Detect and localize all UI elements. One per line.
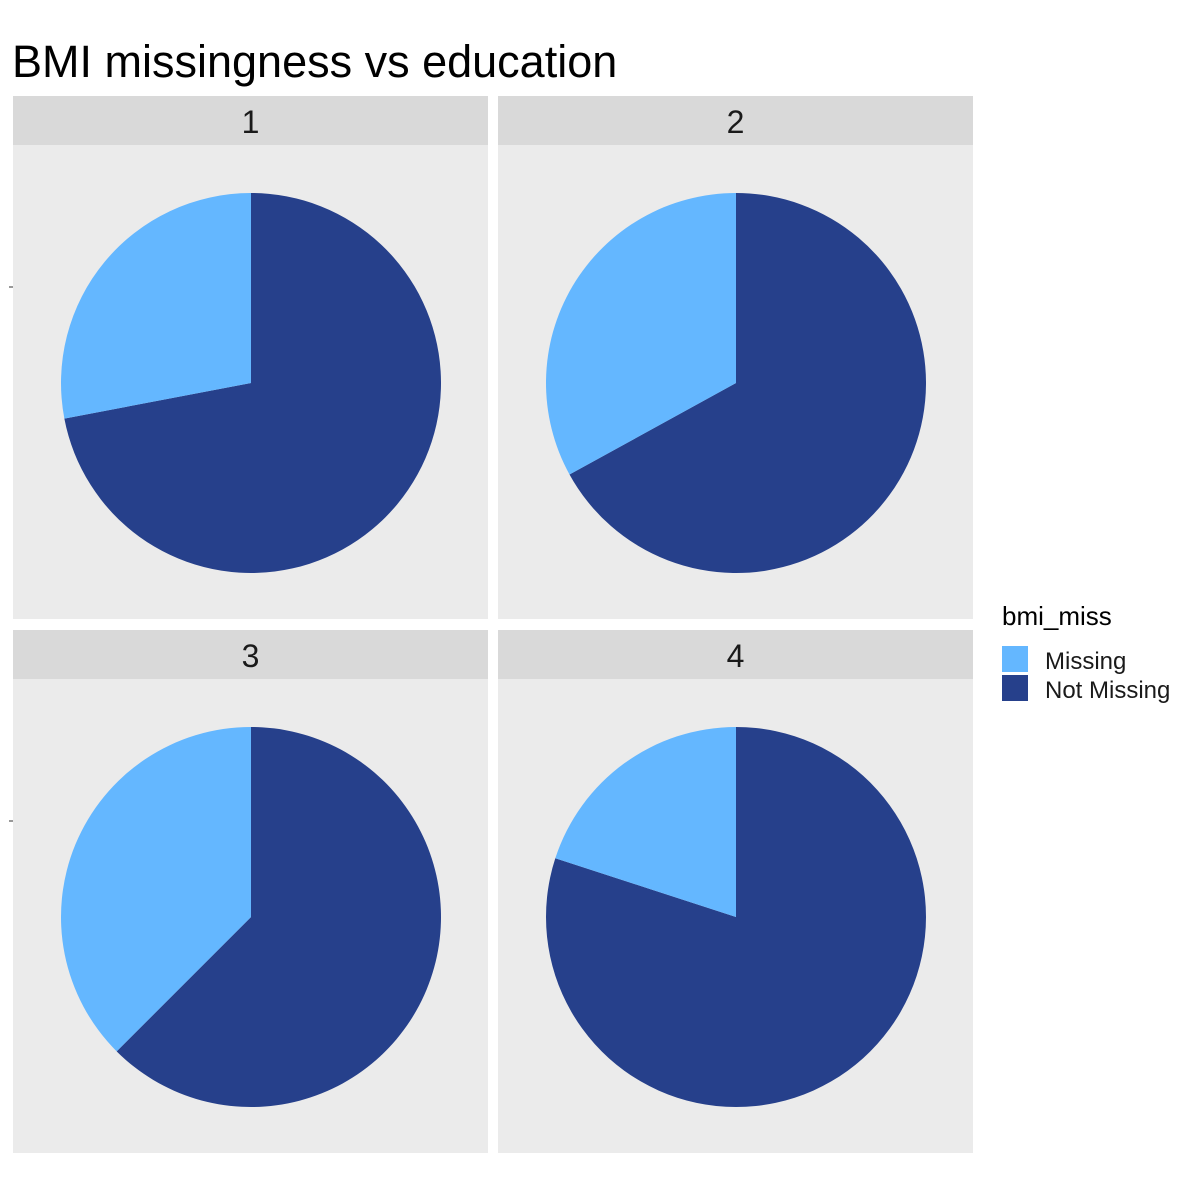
- pie-slice-missing: [555, 727, 736, 917]
- facet-panel-2: 2: [498, 96, 973, 619]
- pie-slice-missing: [60, 193, 251, 419]
- facet-panel-4: 4: [498, 630, 973, 1153]
- facet-strip: [13, 630, 488, 679]
- pie-slice-not-missing: [64, 193, 442, 573]
- legend-label-missing: Missing: [1045, 648, 1126, 675]
- facet-panel-1: 1: [9, 96, 488, 619]
- facet-strip-label: 4: [727, 638, 745, 674]
- pie-slice-missing: [60, 727, 252, 1052]
- facet-strip-label: 1: [242, 104, 260, 140]
- facet-panel-3: 3: [9, 630, 488, 1153]
- facet-strip-label: 3: [242, 638, 260, 674]
- pie-slice-missing: [545, 193, 736, 475]
- pie-slice-not-missing: [546, 727, 927, 1107]
- facet-strip: [498, 630, 973, 679]
- pie-slice-not-missing: [569, 193, 926, 573]
- facet-strip: [13, 96, 488, 145]
- legend-key-missing: [1002, 646, 1028, 672]
- legend-label-not-missing: Not Missing: [1045, 677, 1170, 704]
- facet-strip: [498, 96, 973, 145]
- pie-slice-not-missing: [116, 727, 441, 1107]
- facet-grid: 1 2 3 4: [9, 96, 973, 1153]
- facet-strip-label: 2: [727, 104, 745, 140]
- legend-key-not-missing: [1002, 675, 1028, 701]
- legend: bmi_miss Missing Not Missing: [1002, 601, 1170, 704]
- chart-title: BMI missingness vs education: [12, 36, 617, 87]
- legend-title: bmi_miss: [1002, 601, 1112, 631]
